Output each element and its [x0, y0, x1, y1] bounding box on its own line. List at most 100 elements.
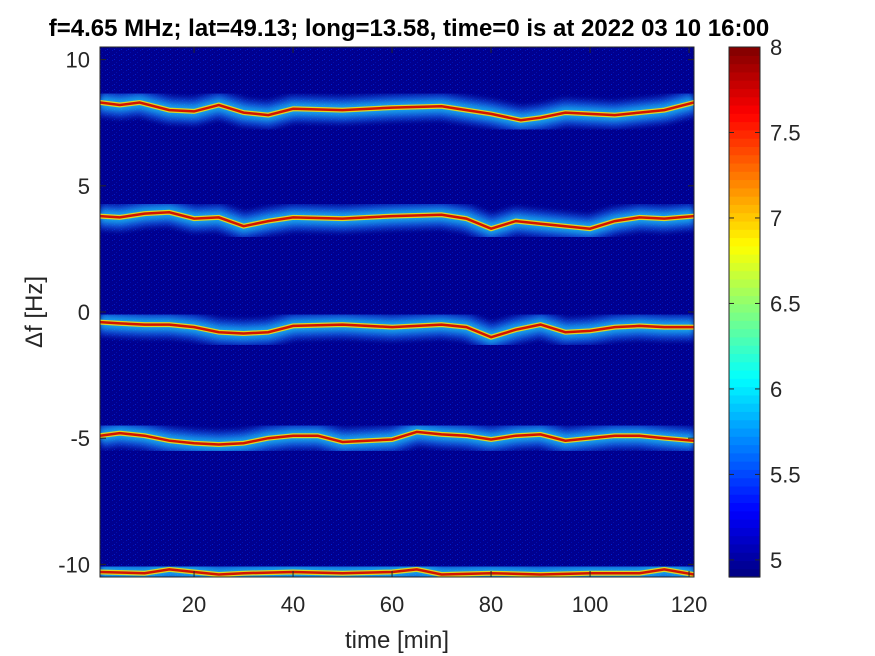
colorbar-segment	[729, 262, 760, 272]
colorbar-tick-label: 5	[770, 548, 782, 573]
colorbar-segment	[729, 336, 760, 346]
colorbar-segment	[729, 55, 760, 65]
x-tick-label: 40	[281, 592, 305, 617]
colorbar-tick-label: 5.5	[770, 462, 801, 487]
colorbar-segment	[729, 320, 760, 330]
signal-ridge	[100, 309, 694, 351]
colorbar-segment	[729, 287, 760, 297]
colorbar-segment	[729, 477, 760, 487]
colorbar-segment	[729, 254, 760, 263]
x-tick-label: 100	[572, 592, 609, 617]
y-tick-label: -10	[58, 552, 90, 577]
colorbar-segment	[729, 535, 760, 545]
colorbar-segment	[729, 187, 760, 197]
colorbar-segment	[729, 146, 760, 156]
signal-ridge	[100, 418, 694, 458]
colorbar-segment	[729, 502, 760, 512]
colorbar-segment	[729, 494, 760, 504]
x-axis: 20 40 60 80 100 120	[182, 47, 708, 617]
colorbar-segment	[729, 461, 760, 470]
colorbar-segment	[729, 469, 760, 479]
colorbar-segment	[729, 47, 760, 56]
colorbar-tick-label: 8	[770, 35, 782, 60]
colorbar-segment	[729, 71, 760, 81]
background-noise	[100, 47, 694, 577]
y-axis-label: Δf [Hz]	[21, 276, 48, 348]
colorbar-segment	[729, 212, 760, 222]
y-tick-label: 10	[66, 48, 90, 73]
colorbar-segment	[729, 295, 760, 305]
colorbar-segment	[729, 386, 760, 396]
colorbar-segment	[729, 403, 760, 412]
colorbar-segment	[729, 162, 760, 172]
ridge-peak-line	[100, 320, 694, 339]
ridge-peak-line	[100, 101, 694, 122]
colorbar-tick-label: 6	[770, 377, 782, 402]
colorbar-segment	[729, 436, 760, 446]
ridge-peak-line	[100, 430, 694, 446]
colorbar-segment	[729, 427, 760, 437]
colorbar-segment	[729, 485, 760, 495]
colorbar-segment	[729, 303, 760, 313]
x-tick-label: 80	[479, 592, 503, 617]
colorbar-segment	[729, 452, 760, 462]
colorbar-segment	[729, 312, 760, 321]
colorbar-segment	[729, 179, 760, 189]
colorbar-segment	[729, 204, 760, 214]
x-tick-label: 60	[380, 592, 404, 617]
colorbar-segment	[729, 411, 760, 421]
colorbar-segment	[729, 527, 760, 537]
colorbar-segment	[729, 394, 760, 404]
colorbar-segment	[729, 345, 760, 355]
colorbar-tick-label: 7.5	[770, 120, 801, 145]
colorbar-segment	[729, 171, 760, 181]
signal-ridge	[100, 89, 694, 134]
colorbar-segment	[729, 353, 760, 363]
colorbar-segment	[729, 113, 760, 123]
plot-area	[99, 46, 695, 578]
colorbar-segment	[729, 237, 760, 247]
colorbar-segment	[729, 543, 760, 553]
colorbar-segment	[729, 378, 760, 388]
colorbar-segment	[729, 369, 760, 379]
colorbar: 5 5.5 6 6.5 7 7.5 8	[728, 35, 801, 578]
colorbar-segment	[729, 138, 760, 147]
colorbar-segment	[729, 88, 760, 98]
colorbar-segment	[729, 552, 760, 562]
colorbar-segment	[729, 328, 760, 338]
colorbar-tick-label: 7	[770, 206, 782, 231]
colorbar-segment	[729, 270, 760, 280]
colorbar-segment	[729, 96, 760, 106]
x-tick-label: 20	[182, 592, 206, 617]
colorbar-segment	[729, 361, 760, 371]
y-tick-label: 5	[78, 174, 90, 199]
colorbar-segment	[729, 121, 760, 131]
colorbar-segment	[729, 229, 760, 239]
colorbar-frame	[728, 46, 761, 578]
x-tick-label: 120	[671, 592, 708, 617]
colorbar-segment	[729, 220, 760, 230]
colorbar-segment	[729, 519, 760, 528]
chart-title: f=4.65 MHz; lat=49.13; long=13.58, time=…	[49, 15, 769, 42]
colorbar-segment	[729, 560, 760, 570]
colorbar-segment	[729, 568, 760, 578]
colorbar-tick-label: 6.5	[770, 291, 801, 316]
colorbar-segment	[729, 278, 760, 288]
colorbar-segment	[729, 444, 760, 454]
y-tick-label: -5	[70, 426, 90, 451]
x-axis-label: time [min]	[345, 627, 449, 654]
colorbar-segment	[729, 245, 760, 255]
signal-ridge	[100, 199, 694, 243]
colorbar-segment	[729, 419, 760, 429]
colorbar-segment	[729, 510, 760, 520]
y-axis: -10 -5 0 5 10	[58, 48, 694, 577]
colorbar-segment	[729, 63, 760, 73]
colorbar-segment	[729, 80, 760, 90]
y-tick-label: 0	[78, 300, 90, 325]
ridge-peak-line	[100, 211, 694, 231]
colorbar-segment	[729, 129, 760, 139]
colorbar-segment	[729, 104, 760, 114]
colorbar-segment	[729, 196, 760, 205]
colorbar-segment	[729, 154, 760, 164]
